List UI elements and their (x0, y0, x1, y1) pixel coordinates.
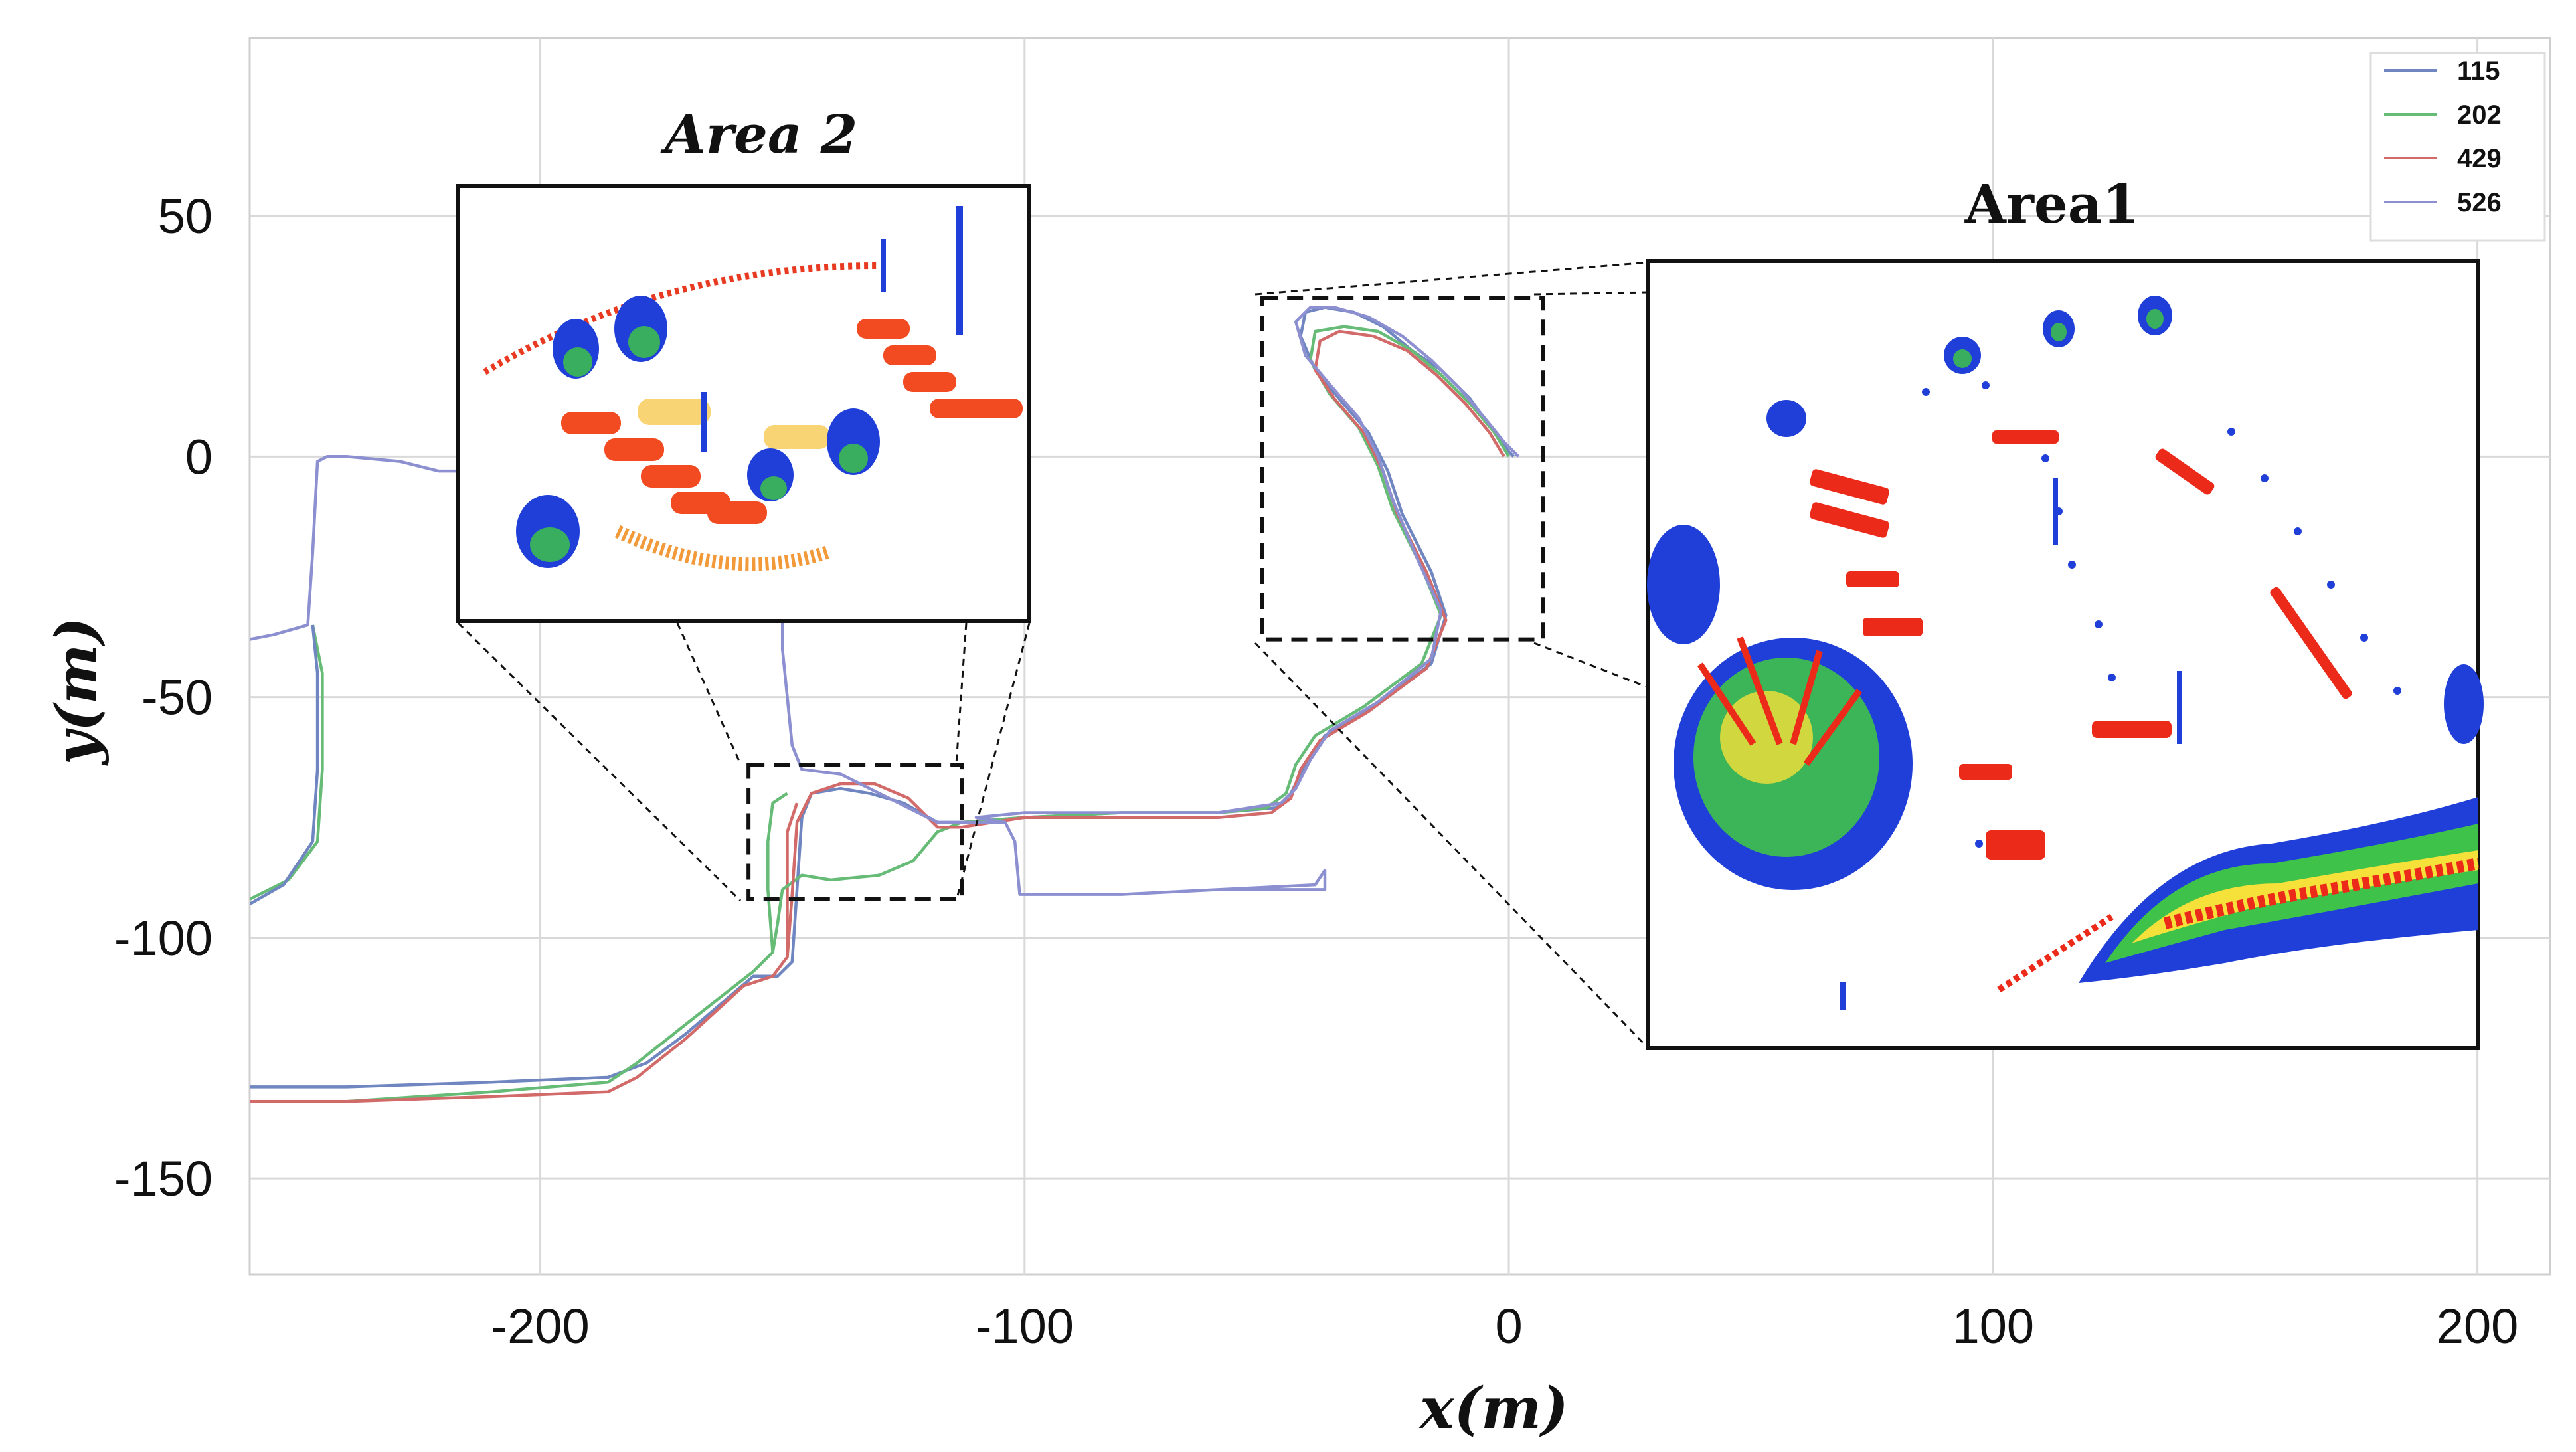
legend-label-526: 526 (2457, 188, 2502, 217)
area1-highlight-box (1260, 296, 1545, 642)
connector-line (955, 622, 1031, 901)
legend-label-115: 115 (2457, 56, 2500, 86)
trajectory-line-segment (766, 792, 788, 953)
area2-point-cloud-image (483, 206, 1023, 571)
trajectory-line-segment (250, 624, 319, 906)
x-tick-label: -200 (491, 1299, 590, 1354)
connector-line (676, 622, 742, 765)
x-tick-label: -100 (976, 1299, 1074, 1354)
x-tick-label: 100 (1952, 1299, 2034, 1354)
area2-inset: Area 2 (456, 103, 1031, 623)
trajectory-series (250, 306, 1520, 1103)
connector-line (457, 622, 742, 902)
area1-point-cloud-image (1647, 296, 2484, 1010)
bush-strip (1997, 797, 2480, 993)
area2-title: Area 2 (660, 103, 857, 165)
legend-entries: 115 202 429 526 (2384, 56, 2502, 217)
y-tick-labels: 50 0 -50 -100 -150 (114, 189, 213, 1206)
area1-title: Area1 (1964, 173, 2140, 235)
area2-highlight-box (746, 763, 964, 901)
y-tick-label: -100 (114, 911, 213, 966)
x-tick-label: 0 (1496, 1299, 1523, 1354)
y-tick-label: 50 (158, 189, 213, 244)
x-tick-label: 200 (2437, 1299, 2518, 1354)
connector-line (1254, 261, 1649, 296)
trajectory-line-429 (250, 329, 1505, 1103)
y-tick-label: 0 (185, 429, 213, 484)
trajectory-line-202 (250, 325, 1511, 1103)
trajectory-line-segment (250, 624, 324, 901)
x-tick-labels: -200 -100 0 100 200 (491, 1299, 2519, 1354)
trajectory-line-segment (786, 802, 799, 957)
legend-label-202: 202 (2457, 100, 2502, 130)
x-axis-title: x(m) (1418, 1375, 1569, 1442)
y-tick-label: -50 (141, 670, 213, 725)
legend-label-429: 429 (2457, 144, 2502, 173)
y-tick-label: -150 (114, 1151, 213, 1206)
connector-line (1254, 642, 1650, 1049)
area1-inset: Area1 (1646, 173, 2484, 1050)
connector-line (1533, 642, 1649, 689)
legend: 115 202 429 526 (2369, 52, 2546, 242)
tree-cluster (1674, 636, 1913, 890)
legend-box (2369, 52, 2546, 242)
y-axis-title: y(m) (43, 617, 110, 766)
connector-lines (457, 261, 1650, 1049)
